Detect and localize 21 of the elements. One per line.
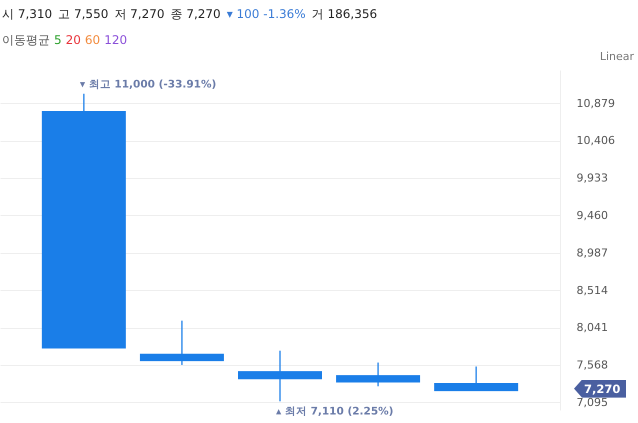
text: 이동평균 5 20 60 120 xyxy=(2,33,128,47)
y-tick-label: 10,879 xyxy=(576,96,615,110)
text: 시 7,310 xyxy=(2,7,52,21)
text: 고 7,550 xyxy=(58,7,108,21)
text: ▾ 100 -1.36% xyxy=(226,7,306,21)
y-tick-label: 9,933 xyxy=(576,172,608,185)
y-tick-label: 7,568 xyxy=(576,358,608,372)
text: 7,270 xyxy=(574,380,626,398)
text: 종 7,270 xyxy=(170,7,221,21)
y-tick-label: 8,514 xyxy=(576,284,608,297)
text: 저 7,270 xyxy=(114,7,165,21)
y-tick-label: 10,406 xyxy=(576,134,615,148)
y-tick-label: 8,041 xyxy=(576,321,608,334)
text: Linear xyxy=(600,50,634,63)
annotation: ▴ 최저 7,110 (2.25%) xyxy=(276,405,394,418)
text: 거 186,356 xyxy=(312,7,378,21)
y-tick-label: 9,460 xyxy=(576,208,608,222)
candlestick xyxy=(140,320,224,366)
y-tick-label: 8,987 xyxy=(576,246,608,260)
y-tick-label: 7,095 xyxy=(576,396,608,409)
annotation: ▾ 최고 11,000 (-33.91%) xyxy=(80,78,216,91)
